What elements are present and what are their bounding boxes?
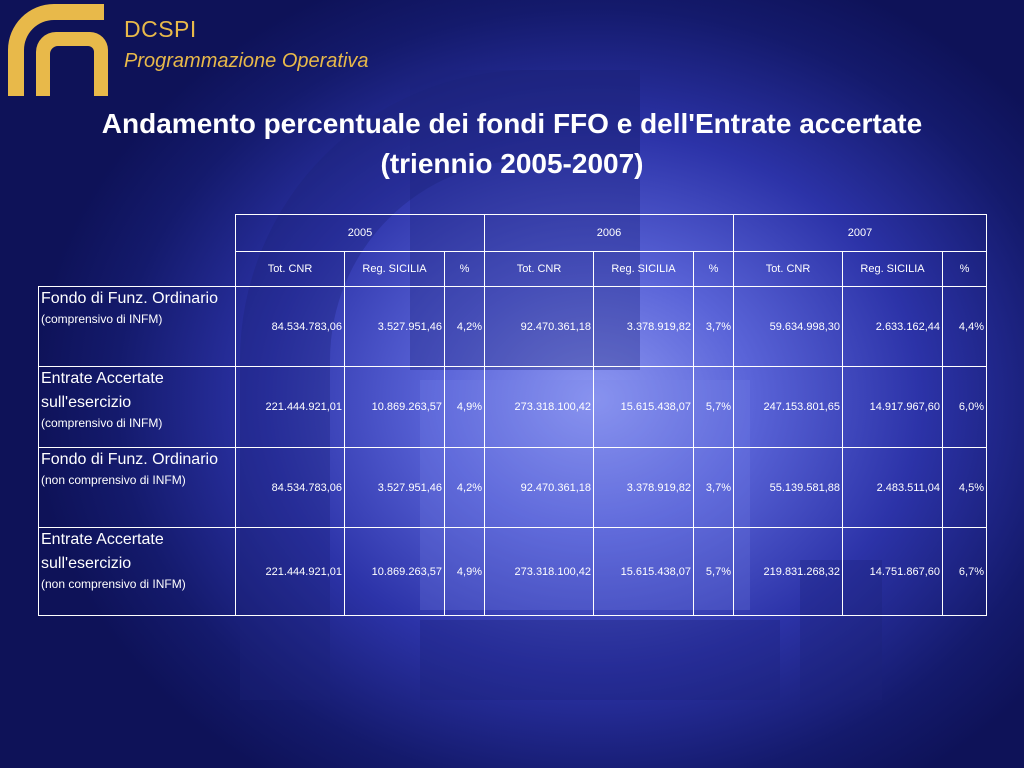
table-row: Fondo di Funz. Ordinario (comprensivo di… [38, 286, 987, 367]
cell-value: 2.633.162,44 [842, 286, 943, 367]
cell-value: 15.615.438,07 [593, 366, 694, 448]
row-label-main: Entrate Accertate sull'esercizio [41, 370, 164, 411]
cell-value: 4,2% [444, 286, 485, 367]
cell-value: 10.869.263,57 [344, 527, 445, 616]
year-header-2006: 2006 [484, 214, 734, 252]
cell-value: 4,2% [444, 447, 485, 528]
cell-value: 247.153.801,65 [733, 366, 843, 448]
year-header-2005: 2005 [235, 214, 485, 252]
cell-value: 3.527.951,46 [344, 447, 445, 528]
subheader-tot-cnr: Tot. CNR [484, 251, 594, 287]
subheader-row: Tot. CNR Reg. SICILIA % Tot. CNR Reg. SI… [39, 251, 987, 287]
header-corner [38, 214, 236, 287]
row-label-sub: (non comprensivo di INFM) [41, 577, 186, 591]
row-label-sub: (non comprensivo di INFM) [41, 473, 186, 487]
cell-value: 92.470.361,18 [484, 286, 594, 367]
cell-value: 59.634.998,30 [733, 286, 843, 367]
row-label: Entrate Accertate sull'esercizio (compre… [38, 366, 236, 448]
cell-value: 55.139.581,88 [733, 447, 843, 528]
cell-value: 15.615.438,07 [593, 527, 694, 616]
subheader-tot-cnr: Tot. CNR [235, 251, 345, 287]
cell-value: 4,4% [942, 286, 987, 367]
table-row: Entrate Accertate sull'esercizio (non co… [38, 527, 987, 616]
row-label-main: Entrate Accertate sull'esercizio [41, 531, 164, 572]
funds-table: 2005 2006 2007 Tot. CNR Reg. SICILIA % T… [38, 214, 987, 616]
row-label: Fondo di Funz. Ordinario (non comprensiv… [38, 447, 236, 528]
table-row: Fondo di Funz. Ordinario (non comprensiv… [38, 447, 987, 528]
cell-value: 5,7% [693, 527, 734, 616]
cell-value: 4,5% [942, 447, 987, 528]
cell-value: 221.444.921,01 [235, 366, 345, 448]
row-label-main: Fondo di Funz. Ordinario [41, 451, 218, 468]
subheader-tot-cnr: Tot. CNR [733, 251, 843, 287]
cell-value: 3.527.951,46 [344, 286, 445, 367]
cell-value: 6,7% [942, 527, 987, 616]
table-row: Entrate Accertate sull'esercizio (compre… [38, 366, 987, 448]
year-header-2007: 2007 [733, 214, 987, 252]
cell-value: 273.318.100,42 [484, 527, 594, 616]
cell-value: 6,0% [942, 366, 987, 448]
cell-value: 3.378.919,82 [593, 447, 694, 528]
subheader-reg-sicilia: Reg. SICILIA [842, 251, 943, 287]
cell-value: 4,9% [444, 527, 485, 616]
title-line-1: Andamento percentuale dei fondi FFO e de… [101, 108, 923, 139]
cell-value: 2.483.511,04 [842, 447, 943, 528]
page-title: Andamento percentuale dei fondi FFO e de… [0, 104, 1024, 184]
cell-value: 92.470.361,18 [484, 447, 594, 528]
title-line-2: (triennio 2005-2007) [380, 148, 644, 179]
cell-value: 14.751.867,60 [842, 527, 943, 616]
subheader-percent: % [444, 251, 485, 287]
cnr-logo [8, 4, 108, 96]
cell-value: 3,7% [693, 286, 734, 367]
cell-value: 14.917.967,60 [842, 366, 943, 448]
cell-value: 84.534.783,06 [235, 286, 345, 367]
subheader-percent: % [942, 251, 987, 287]
cell-value: 273.318.100,42 [484, 366, 594, 448]
year-header-row: 2005 2006 2007 [38, 214, 987, 287]
row-label: Entrate Accertate sull'esercizio (non co… [38, 527, 236, 616]
subheader-percent: % [693, 251, 734, 287]
cell-value: 219.831.268,32 [733, 527, 843, 616]
cell-value: 3.378.919,82 [593, 286, 694, 367]
row-label-sub: (comprensivo di INFM) [41, 312, 163, 326]
subheader-reg-sicilia: Reg. SICILIA [344, 251, 445, 287]
cell-value: 221.444.921,01 [235, 527, 345, 616]
row-label-main: Fondo di Funz. Ordinario [41, 290, 218, 307]
cell-value: 4,9% [444, 366, 485, 448]
cell-value: 5,7% [693, 366, 734, 448]
cell-value: 10.869.263,57 [344, 366, 445, 448]
brand-subtitle: Programmazione Operativa [124, 50, 369, 72]
cell-value: 84.534.783,06 [235, 447, 345, 528]
row-label: Fondo di Funz. Ordinario (comprensivo di… [38, 286, 236, 367]
brand-name: DCSPI [124, 16, 197, 42]
cell-value: 3,7% [693, 447, 734, 528]
row-label-sub: (comprensivo di INFM) [41, 416, 163, 430]
subheader-reg-sicilia: Reg. SICILIA [593, 251, 694, 287]
